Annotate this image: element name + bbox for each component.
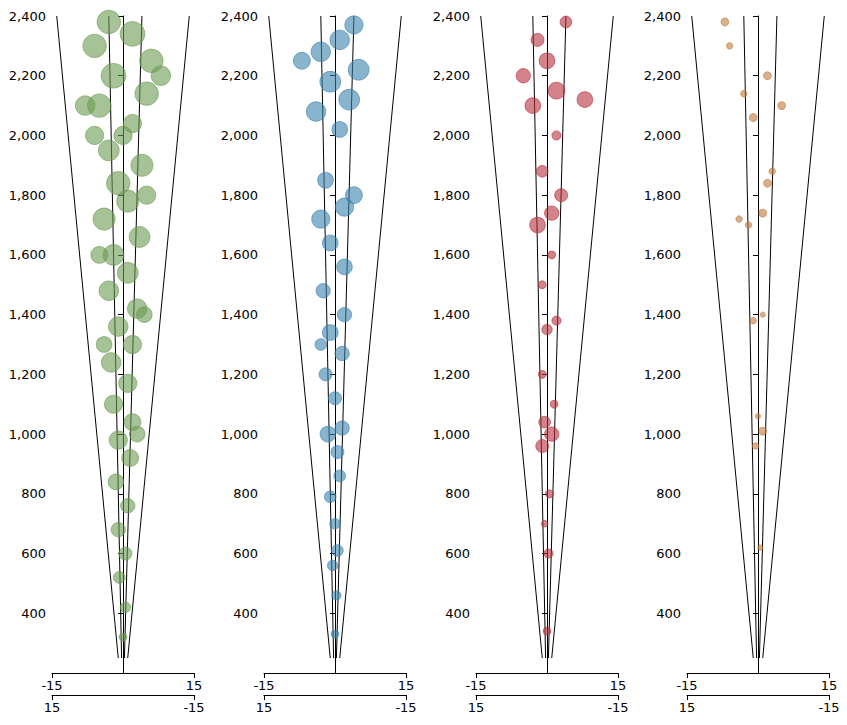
svg-text:800: 800	[656, 486, 681, 501]
svg-text:2,400: 2,400	[9, 9, 46, 24]
svg-text:1,000: 1,000	[433, 427, 470, 442]
svg-text:1,200: 1,200	[221, 367, 258, 382]
svg-text:1,200: 1,200	[9, 367, 46, 382]
svg-text:400: 400	[233, 606, 258, 621]
svg-text:-15: -15	[41, 678, 62, 693]
svg-text:-15: -15	[395, 700, 416, 715]
svg-text:-15: -15	[818, 700, 839, 715]
svg-text:1,200: 1,200	[433, 367, 470, 382]
svg-text:800: 800	[445, 486, 470, 501]
svg-text:2,200: 2,200	[433, 68, 470, 83]
svg-text:1,000: 1,000	[644, 427, 681, 442]
svg-text:1,400: 1,400	[9, 307, 46, 322]
svg-text:600: 600	[21, 546, 46, 561]
svg-text:400: 400	[656, 606, 681, 621]
svg-text:1,600: 1,600	[221, 247, 258, 262]
svg-text:1,400: 1,400	[433, 307, 470, 322]
svg-text:400: 400	[21, 606, 46, 621]
svg-text:1,800: 1,800	[433, 188, 470, 203]
svg-text:1,400: 1,400	[644, 307, 681, 322]
svg-text:1,000: 1,000	[221, 427, 258, 442]
svg-text:2,200: 2,200	[221, 68, 258, 83]
svg-text:15: 15	[186, 678, 203, 693]
svg-text:2,000: 2,000	[433, 128, 470, 143]
svg-text:1,400: 1,400	[221, 307, 258, 322]
svg-text:1,200: 1,200	[644, 367, 681, 382]
svg-text:2,200: 2,200	[9, 68, 46, 83]
svg-text:-15: -15	[465, 678, 486, 693]
svg-text:-15: -15	[183, 700, 204, 715]
svg-text:400: 400	[445, 606, 470, 621]
svg-text:1,800: 1,800	[221, 188, 258, 203]
svg-text:15: 15	[821, 678, 838, 693]
svg-text:600: 600	[656, 546, 681, 561]
svg-text:800: 800	[21, 486, 46, 501]
svg-text:1,600: 1,600	[9, 247, 46, 262]
svg-text:15: 15	[398, 678, 415, 693]
svg-text:15: 15	[256, 700, 273, 715]
svg-text:1,800: 1,800	[644, 188, 681, 203]
svg-text:2,400: 2,400	[644, 9, 681, 24]
svg-text:15: 15	[610, 678, 627, 693]
svg-text:2,000: 2,000	[221, 128, 258, 143]
svg-text:15: 15	[468, 700, 485, 715]
svg-text:2,000: 2,000	[644, 128, 681, 143]
svg-text:15: 15	[679, 700, 696, 715]
svg-text:2,200: 2,200	[644, 68, 681, 83]
svg-text:15: 15	[44, 700, 61, 715]
svg-text:-15: -15	[607, 700, 628, 715]
svg-text:2,000: 2,000	[9, 128, 46, 143]
svg-text:-15: -15	[676, 678, 697, 693]
svg-text:1,000: 1,000	[9, 427, 46, 442]
svg-text:1,600: 1,600	[433, 247, 470, 262]
svg-text:1,800: 1,800	[9, 188, 46, 203]
svg-text:600: 600	[233, 546, 258, 561]
svg-text:-15: -15	[253, 678, 274, 693]
svg-text:2,400: 2,400	[433, 9, 470, 24]
svg-text:800: 800	[233, 486, 258, 501]
svg-text:2,400: 2,400	[221, 9, 258, 24]
svg-text:600: 600	[445, 546, 470, 561]
svg-text:1,600: 1,600	[644, 247, 681, 262]
